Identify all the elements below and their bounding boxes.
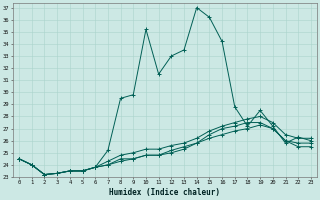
X-axis label: Humidex (Indice chaleur): Humidex (Indice chaleur) bbox=[109, 188, 220, 197]
